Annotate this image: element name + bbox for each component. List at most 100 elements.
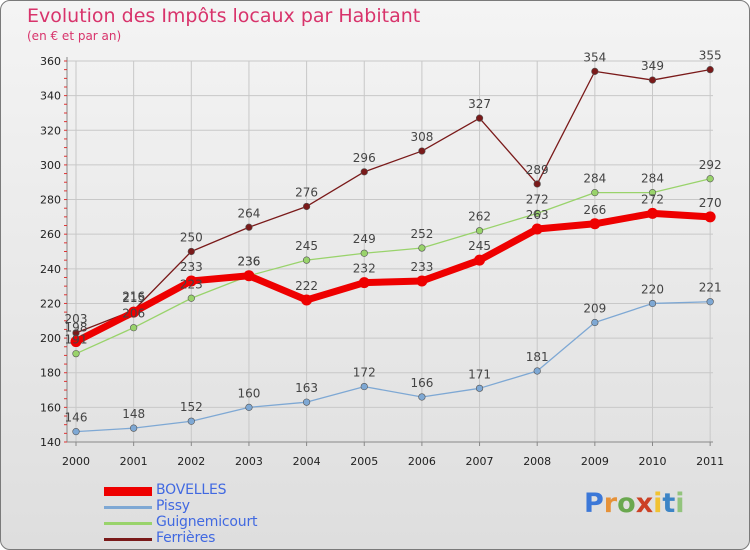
x-tick-label-2008: 2008 [523,455,551,468]
series-layer [70,66,716,436]
data-label-bovelles-2010: 272 [641,192,664,206]
point-guignemicourt-2002 [187,294,195,302]
point-pissy-2003 [245,403,253,411]
data-label-pissy-2001: 148 [122,407,145,421]
legend-label-pissy: Pissy [156,498,190,514]
data-label-ferri-res-2009: 354 [583,50,606,64]
point-guignemicourt-2009 [591,189,599,197]
x-tick-label-2003: 2003 [235,455,263,468]
data-label-bovelles-2007: 245 [468,239,491,253]
x-tick-label-2007: 2007 [466,455,494,468]
point-bovelles-2001 [128,306,140,318]
data-labels: 203 216 250 264 276 296 308 327 289 354 349 355 191 2… [65,49,722,425]
data-label-guignemicourt-2001: 206 [122,307,145,321]
data-label-guignemicourt-2009: 284 [583,172,606,186]
y-tick-label-280: 280 [40,194,61,207]
series-line-guignemicourt [75,178,711,355]
point-pissy-2005 [360,382,368,391]
x-tick-label-2000: 2000 [62,455,90,468]
data-label-ferri-res-2011: 355 [699,49,722,63]
point-pissy-2008 [533,367,541,375]
point-guignemicourt-2005 [360,249,368,257]
y-tick-label-180: 180 [40,367,61,380]
data-label-ferri-res-2001: 216 [122,289,145,303]
data-label-bovelles-2009: 266 [583,203,606,217]
point-ferri-res-2002 [187,247,195,256]
logo-letter: P [584,488,604,519]
data-label-pissy-2005: 172 [353,366,376,380]
point-ferri-res-2006 [418,147,426,155]
data-label-guignemicourt-2006: 252 [410,227,433,241]
series-line-ferri-res [75,69,711,334]
x-tick-label-2011: 2011 [696,455,724,468]
point-ferri-res-2008 [533,180,541,188]
point-bovelles-2007 [474,254,486,266]
data-label-bovelles-2008: 263 [526,208,549,222]
data-label-ferri-res-2003: 264 [237,206,260,220]
data-label-ferri-res-2004: 276 [295,185,318,199]
y-tick-label-220: 220 [40,297,61,310]
data-label-bovelles-2000: 198 [65,321,88,335]
x-tick-label-2002: 2002 [177,455,205,468]
data-label-bovelles-2001: 215 [122,291,145,305]
data-label-pissy-2010: 220 [641,282,664,296]
point-pissy-2011 [706,298,714,306]
point-ferri-res-2007 [475,114,484,122]
data-label-pissy-2004: 163 [295,381,318,395]
x-tick-label-2005: 2005 [350,455,378,468]
data-label-bovelles-2003: 236 [237,255,260,269]
point-bovelles-2005 [358,277,370,289]
logo-letter: i [675,488,685,519]
point-guignemicourt-2008 [533,209,541,217]
logo-letter: t [662,488,676,519]
y-tick-label-140: 140 [40,436,61,449]
legend-label-ferri-res: Ferrières [156,530,216,546]
point-ferri-res-2003 [245,223,253,231]
point-bovelles-2008 [531,223,543,235]
series-line-pissy [75,301,711,433]
point-guignemicourt-2000 [72,350,80,358]
data-label-pissy-2003: 160 [237,386,260,400]
point-bovelles-2010 [647,207,658,219]
x-tick-label-2001: 2001 [120,455,148,468]
point-ferri-res-2004 [303,202,311,211]
point-pissy-2000 [72,428,80,436]
data-label-ferri-res-2005: 296 [353,151,376,165]
data-label-bovelles-2004: 222 [295,279,318,293]
x-tick-label-2010: 2010 [639,455,667,468]
point-pissy-2010 [648,299,657,308]
data-label-guignemicourt-2011: 292 [699,158,722,172]
data-label-pissy-2007: 171 [468,367,491,381]
point-bovelles-2000 [70,336,82,348]
logo-letter: r [603,488,618,519]
y-tick-label-320: 320 [40,124,61,137]
legend-label-bovelles: BOVELLES [156,482,227,498]
data-label-guignemicourt-2010: 284 [641,172,664,186]
point-pissy-2006 [418,393,426,401]
data-label-pissy-2006: 166 [410,376,433,390]
legend-swatch-pissy [104,506,152,509]
point-guignemicourt-2011 [706,175,714,183]
proxiti-logo: Proxiti [584,488,685,519]
point-ferri-res-2011 [706,66,714,74]
y-tick-label-200: 200 [40,332,61,345]
data-label-guignemicourt-2000: 191 [65,333,88,347]
data-label-guignemicourt-2004: 245 [295,239,318,253]
logo-letter: i [653,488,663,519]
data-label-ferri-res-2010: 349 [641,59,664,73]
chart-title: Evolution des Impôts locaux par Habitant [27,5,421,27]
point-pissy-2004 [303,398,311,406]
data-label-guignemicourt-2008: 272 [526,192,549,206]
point-bovelles-2006 [416,275,428,287]
y-tick-label-260: 260 [40,228,61,241]
data-label-ferri-res-2002: 250 [180,231,203,245]
y-tick-label-340: 340 [40,90,61,103]
data-label-pissy-2008: 181 [526,350,549,364]
point-pissy-2007 [475,384,484,392]
point-guignemicourt-2007 [475,227,484,235]
point-bovelles-2009 [589,218,601,230]
data-label-bovelles-2002: 233 [180,260,203,274]
point-bovelles-2002 [185,275,197,287]
